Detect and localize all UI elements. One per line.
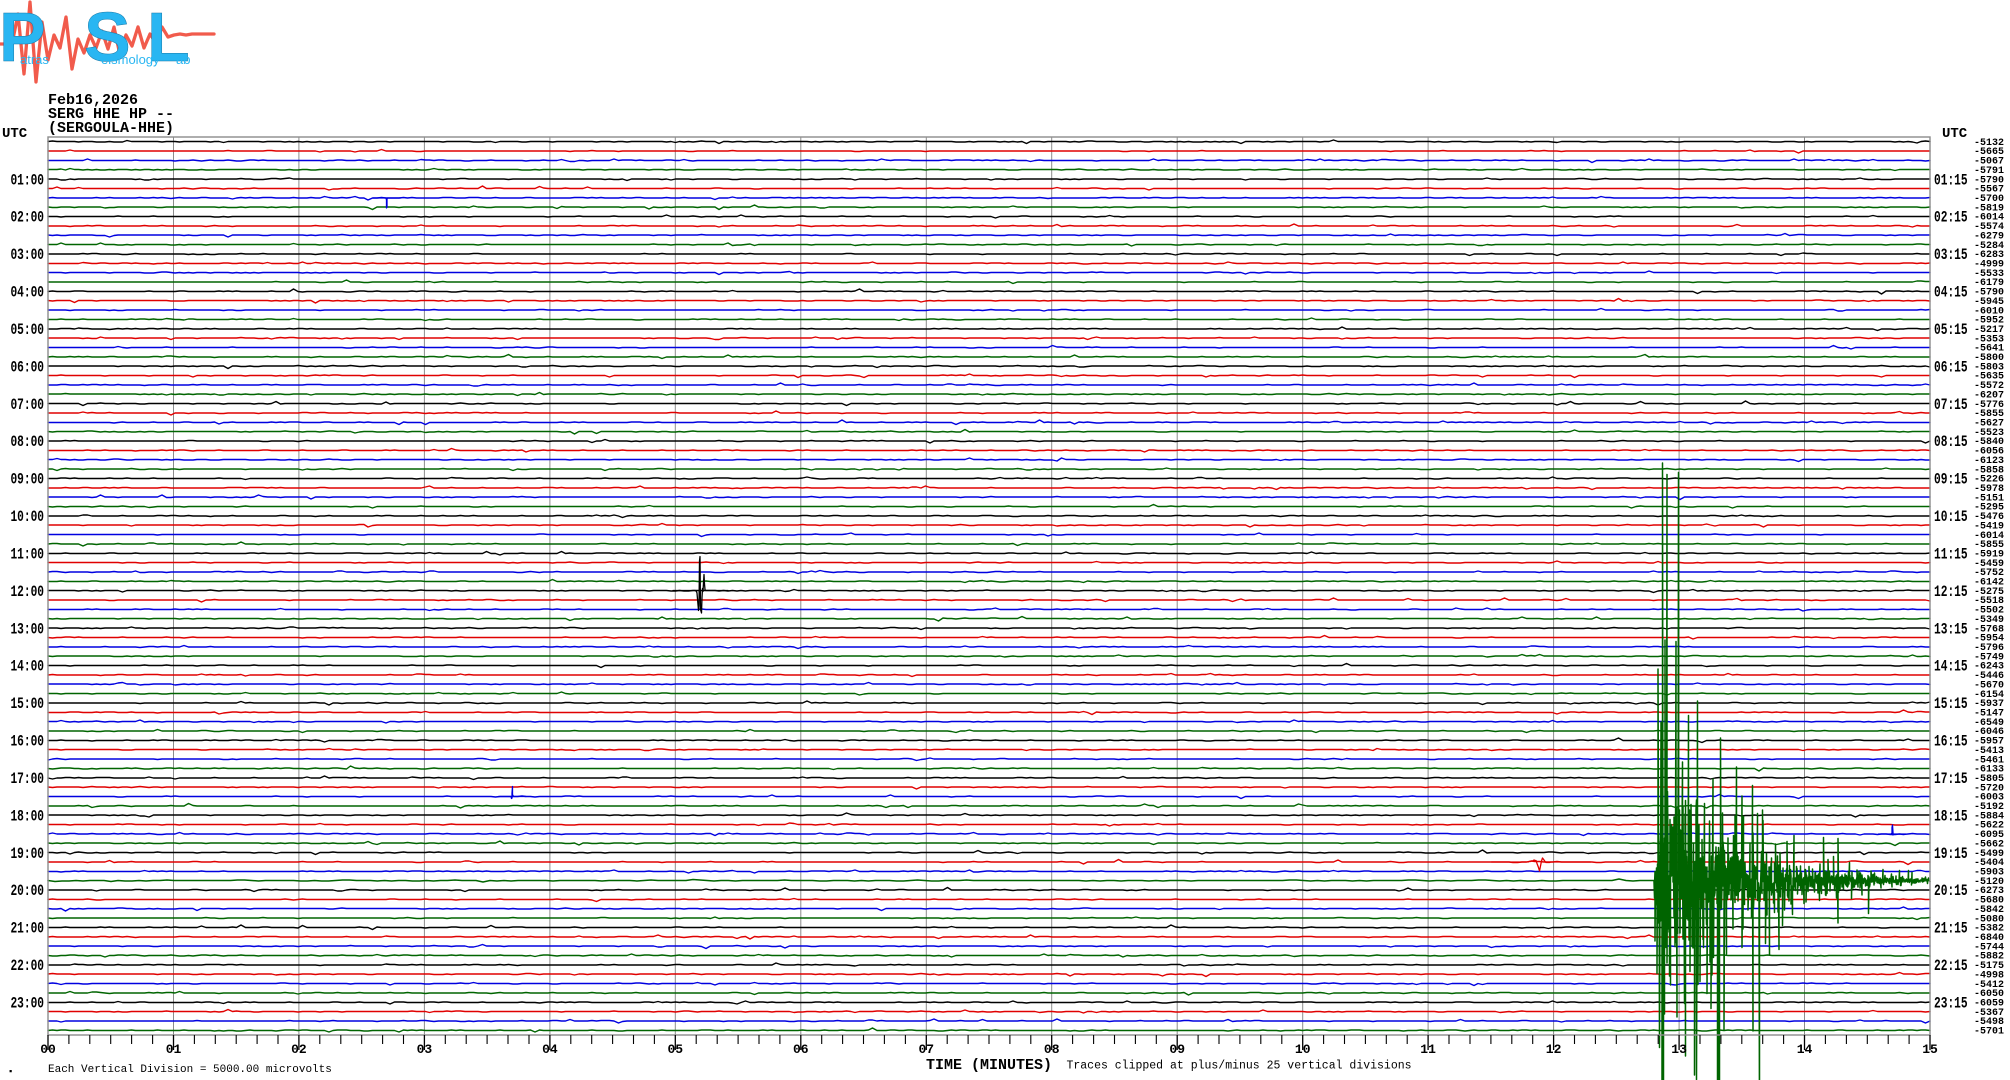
svg-text:18:00: 18:00 (10, 809, 44, 826)
svg-text:02:15: 02:15 (1934, 210, 1968, 227)
svg-text:10: 10 (1295, 1042, 1311, 1057)
svg-text:12:00: 12:00 (10, 584, 44, 601)
svg-text:07: 07 (918, 1042, 934, 1057)
svg-text:03:00: 03:00 (10, 248, 44, 265)
svg-text:04:15: 04:15 (1934, 285, 1968, 302)
svg-text:03: 03 (417, 1042, 433, 1057)
svg-text:04: 04 (542, 1042, 558, 1057)
svg-text:08: 08 (1044, 1042, 1060, 1057)
svg-text:15: 15 (1922, 1042, 1938, 1057)
svg-text:12: 12 (1546, 1042, 1562, 1057)
svg-text:01:15: 01:15 (1934, 173, 1968, 190)
svg-text:02: 02 (291, 1042, 307, 1057)
svg-text:14:15: 14:15 (1934, 659, 1968, 676)
svg-text:08:15: 08:15 (1934, 435, 1968, 452)
svg-text:07:15: 07:15 (1934, 397, 1968, 414)
svg-text:17:15: 17:15 (1934, 771, 1968, 788)
svg-text:01:00: 01:00 (10, 173, 44, 190)
svg-text:23:00: 23:00 (10, 996, 44, 1013)
svg-text:05:00: 05:00 (10, 322, 44, 339)
svg-text:02:00: 02:00 (10, 210, 44, 227)
svg-text:05: 05 (667, 1042, 683, 1057)
svg-text:22:00: 22:00 (10, 958, 44, 975)
svg-text:10:00: 10:00 (10, 509, 44, 526)
svg-text:01: 01 (166, 1042, 182, 1057)
svg-text:10:15: 10:15 (1934, 509, 1968, 526)
svg-text:21:00: 21:00 (10, 921, 44, 938)
svg-text:07:00: 07:00 (10, 397, 44, 414)
svg-text:-5701: -5701 (1974, 1027, 2004, 1038)
svg-text:04:00: 04:00 (10, 285, 44, 302)
svg-text:00: 00 (40, 1042, 56, 1057)
svg-text:19:15: 19:15 (1934, 846, 1968, 863)
svg-text:09: 09 (1169, 1042, 1185, 1057)
svg-text:TIME (MINUTES): TIME (MINUTES) (926, 1057, 1052, 1074)
svg-text:19:00: 19:00 (10, 846, 44, 863)
svg-text:12:15: 12:15 (1934, 584, 1968, 601)
svg-text:16:15: 16:15 (1934, 734, 1968, 751)
svg-text:09:15: 09:15 (1934, 472, 1968, 489)
svg-text:06: 06 (793, 1042, 809, 1057)
svg-text:21:15: 21:15 (1934, 921, 1968, 938)
svg-text:16:00: 16:00 (10, 734, 44, 751)
svg-text:14: 14 (1797, 1042, 1813, 1057)
svg-text:13:15: 13:15 (1934, 622, 1968, 639)
svg-text:11:15: 11:15 (1934, 547, 1968, 564)
svg-text:23:15: 23:15 (1934, 996, 1968, 1013)
svg-text:11: 11 (1420, 1042, 1436, 1057)
svg-text:13: 13 (1671, 1042, 1687, 1057)
svg-text:20:15: 20:15 (1934, 884, 1968, 901)
svg-text:14:00: 14:00 (10, 659, 44, 676)
svg-text:03:15: 03:15 (1934, 248, 1968, 265)
svg-text:09:00: 09:00 (10, 472, 44, 489)
svg-text:22:15: 22:15 (1934, 958, 1968, 975)
svg-text:15:15: 15:15 (1934, 697, 1968, 714)
svg-text:11:00: 11:00 (10, 547, 44, 564)
svg-text:18:15: 18:15 (1934, 809, 1968, 826)
svg-text:15:00: 15:00 (10, 697, 44, 714)
svg-text:17:00: 17:00 (10, 771, 44, 788)
svg-text:20:00: 20:00 (10, 884, 44, 901)
svg-text:06:00: 06:00 (10, 360, 44, 377)
svg-text:13:00: 13:00 (10, 622, 44, 639)
svg-text:08:00: 08:00 (10, 435, 44, 452)
svg-text:05:15: 05:15 (1934, 322, 1968, 339)
svg-text:06:15: 06:15 (1934, 360, 1968, 377)
svg-text:Traces clipped at plus/minus 2: Traces clipped at plus/minus 25 vertical… (1066, 1060, 1411, 1073)
